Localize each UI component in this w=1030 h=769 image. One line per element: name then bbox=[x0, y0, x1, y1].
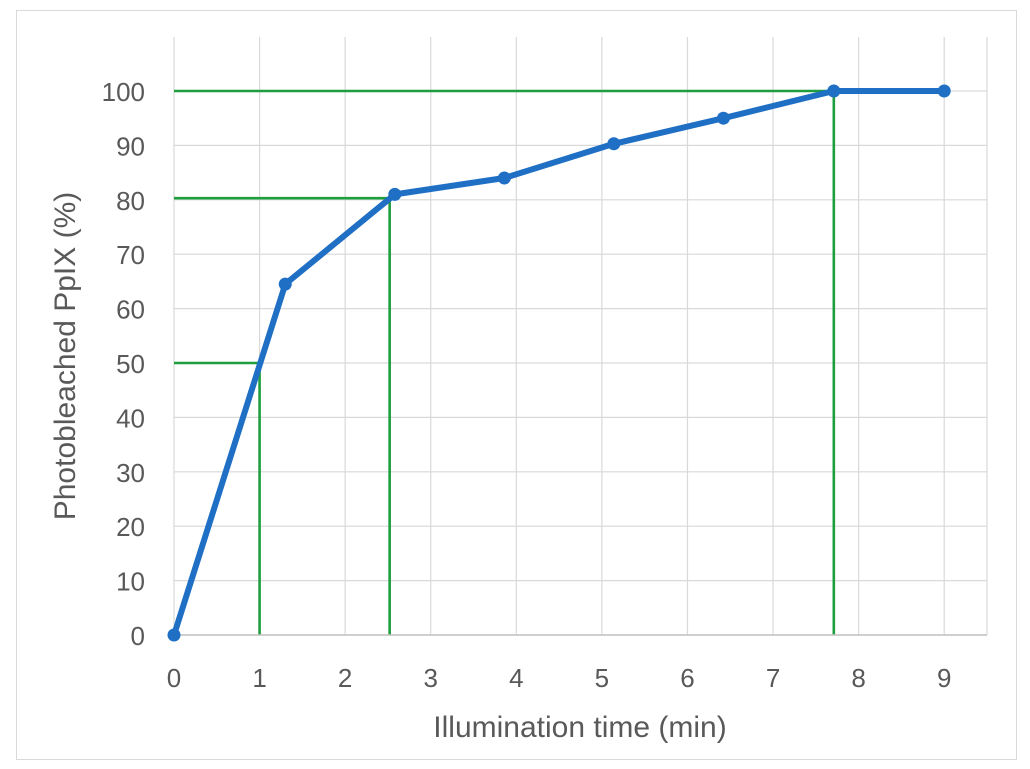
data-point bbox=[388, 187, 402, 201]
x-tick-label: 6 bbox=[680, 663, 694, 693]
y-tick-label: 40 bbox=[116, 403, 145, 433]
data-point bbox=[937, 84, 951, 98]
y-tick-label: 30 bbox=[116, 458, 145, 488]
y-tick-label: 50 bbox=[116, 349, 145, 379]
reference-lines bbox=[174, 89, 836, 635]
grid bbox=[173, 37, 988, 635]
data-point bbox=[716, 111, 730, 125]
y-tick-label: 0 bbox=[131, 621, 145, 651]
x-tick-label: 4 bbox=[509, 663, 523, 693]
x-tick-label: 2 bbox=[338, 663, 352, 693]
x-tick-label: 8 bbox=[851, 663, 865, 693]
x-tick-label: 9 bbox=[937, 663, 951, 693]
data-point bbox=[497, 171, 511, 185]
series bbox=[171, 88, 948, 638]
y-axis-title: Photobleached PpIX (%) bbox=[49, 192, 82, 521]
y-tick-label: 100 bbox=[102, 77, 145, 107]
x-tick-label: 3 bbox=[424, 663, 438, 693]
markers bbox=[167, 84, 951, 642]
data-point bbox=[167, 628, 181, 642]
x-tick-label: 0 bbox=[167, 663, 181, 693]
series-line bbox=[171, 88, 948, 638]
y-tick-label: 70 bbox=[116, 240, 145, 270]
tick-labels: 0 10 20 30 40 50 60 70 80 90 100 0 1 2 3 4 5 6 7 8 9 bbox=[102, 77, 952, 693]
y-tick-label: 10 bbox=[116, 567, 145, 597]
y-tick-label: 60 bbox=[116, 295, 145, 325]
x-tick-label: 5 bbox=[595, 663, 609, 693]
x-axis-title: Illumination time (min) bbox=[433, 711, 726, 744]
data-point bbox=[278, 277, 292, 291]
data-point bbox=[827, 84, 841, 98]
chart-frame: 0 10 20 30 40 50 60 70 80 90 100 0 1 2 3 4 5 6 7 8 9 Illumin… bbox=[16, 10, 1017, 760]
line-chart: 0 10 20 30 40 50 60 70 80 90 100 0 1 2 3 4 5 6 7 8 9 Illumin… bbox=[49, 37, 988, 744]
data-point bbox=[607, 137, 621, 151]
y-tick-label: 90 bbox=[116, 131, 145, 161]
x-tick-label: 1 bbox=[252, 663, 266, 693]
y-tick-label: 20 bbox=[116, 512, 145, 542]
y-tick-label: 80 bbox=[116, 186, 145, 216]
x-tick-label: 7 bbox=[766, 663, 780, 693]
